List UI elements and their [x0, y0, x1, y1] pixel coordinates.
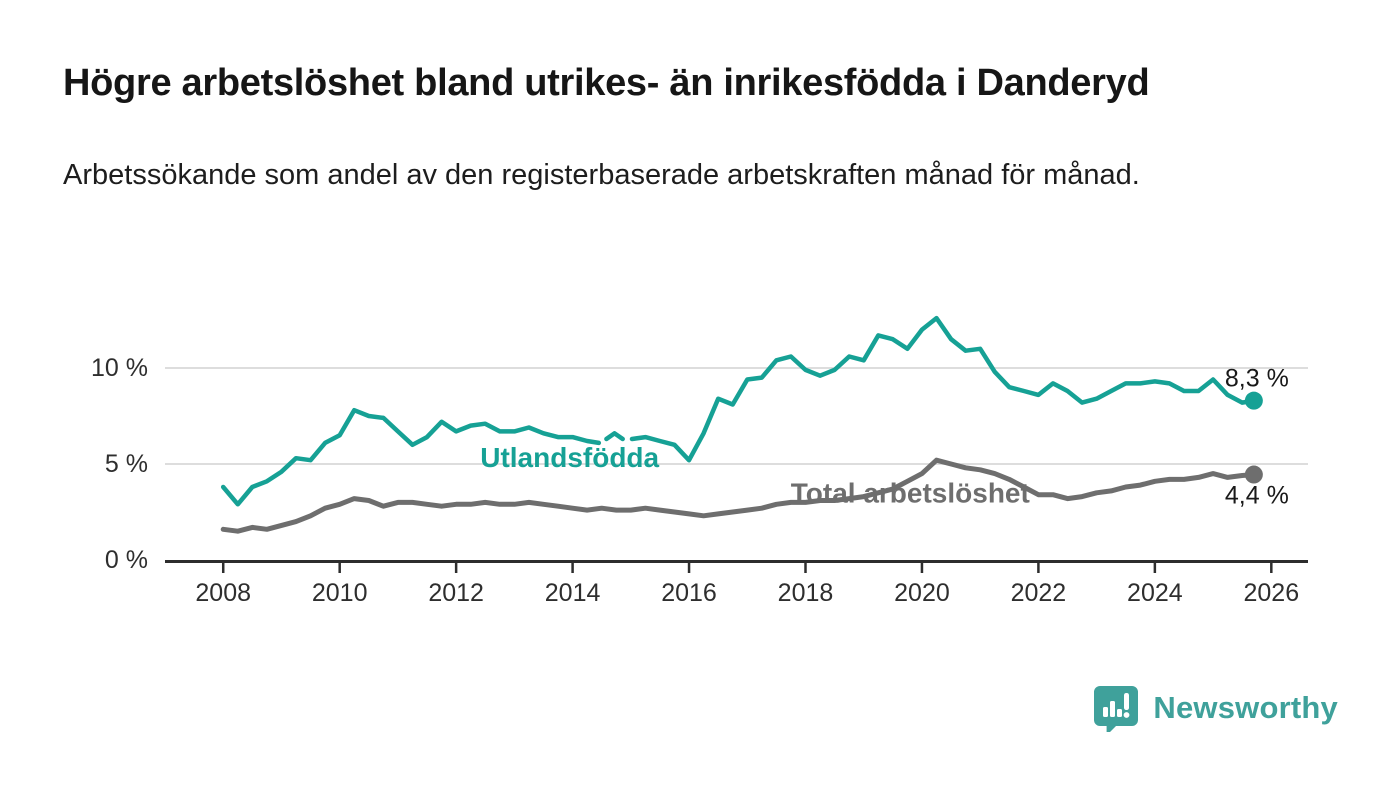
chart-subtitle: Arbetssökande som andel av den registerb…: [63, 159, 1140, 191]
x-tick-label-2008: 2008: [195, 579, 251, 607]
series-end-value-utlandsf-dda: 8,3 %: [1225, 365, 1289, 393]
series-end-dot-utlandsf-dda: [1244, 391, 1263, 410]
x-tick-label-2026: 2026: [1244, 579, 1300, 607]
series-line-utlandsf-dda-seg2: [629, 315, 1257, 463]
x-tick-label-2024: 2024: [1127, 579, 1183, 607]
x-tick-label-2014: 2014: [545, 579, 601, 607]
page-title: Högre arbetslöshet bland utrikes- än inr…: [63, 62, 1150, 104]
x-tick-label-2012: 2012: [428, 579, 484, 607]
series-end-value-total-arbetsl-shet: 4,4 %: [1225, 482, 1289, 510]
series-label-utlandsf-dda: Utlandsfödda: [480, 442, 659, 473]
series-line-utlandsf-dda-seg1: [604, 431, 625, 442]
x-tick-label-2010: 2010: [312, 579, 368, 607]
series-label-total-arbetsl-shet: Total arbetslöshet: [791, 477, 1030, 508]
x-tick-label-2020: 2020: [894, 579, 950, 607]
y-tick-label-10pct: 10 %: [91, 354, 148, 382]
x-tick-label-2022: 2022: [1011, 579, 1067, 607]
series-line-utlandsf-dda-seg0: [220, 407, 602, 507]
x-tick-label-2016: 2016: [661, 579, 717, 607]
brand-wordmark: Newsworthy: [1153, 690, 1338, 725]
y-tick-label-0pct: 0 %: [105, 546, 148, 574]
series-end-dot-total-arbetsl-shet: [1244, 465, 1263, 484]
y-tick-label-5pct: 5 %: [105, 450, 148, 478]
x-tick-label-2018: 2018: [778, 579, 834, 607]
series-line-total-arbetsl-shet-seg0: [220, 457, 1257, 534]
newsworthy-logo-icon: [1094, 686, 1139, 732]
brand-footer: Newsworthy: [1092, 682, 1338, 734]
